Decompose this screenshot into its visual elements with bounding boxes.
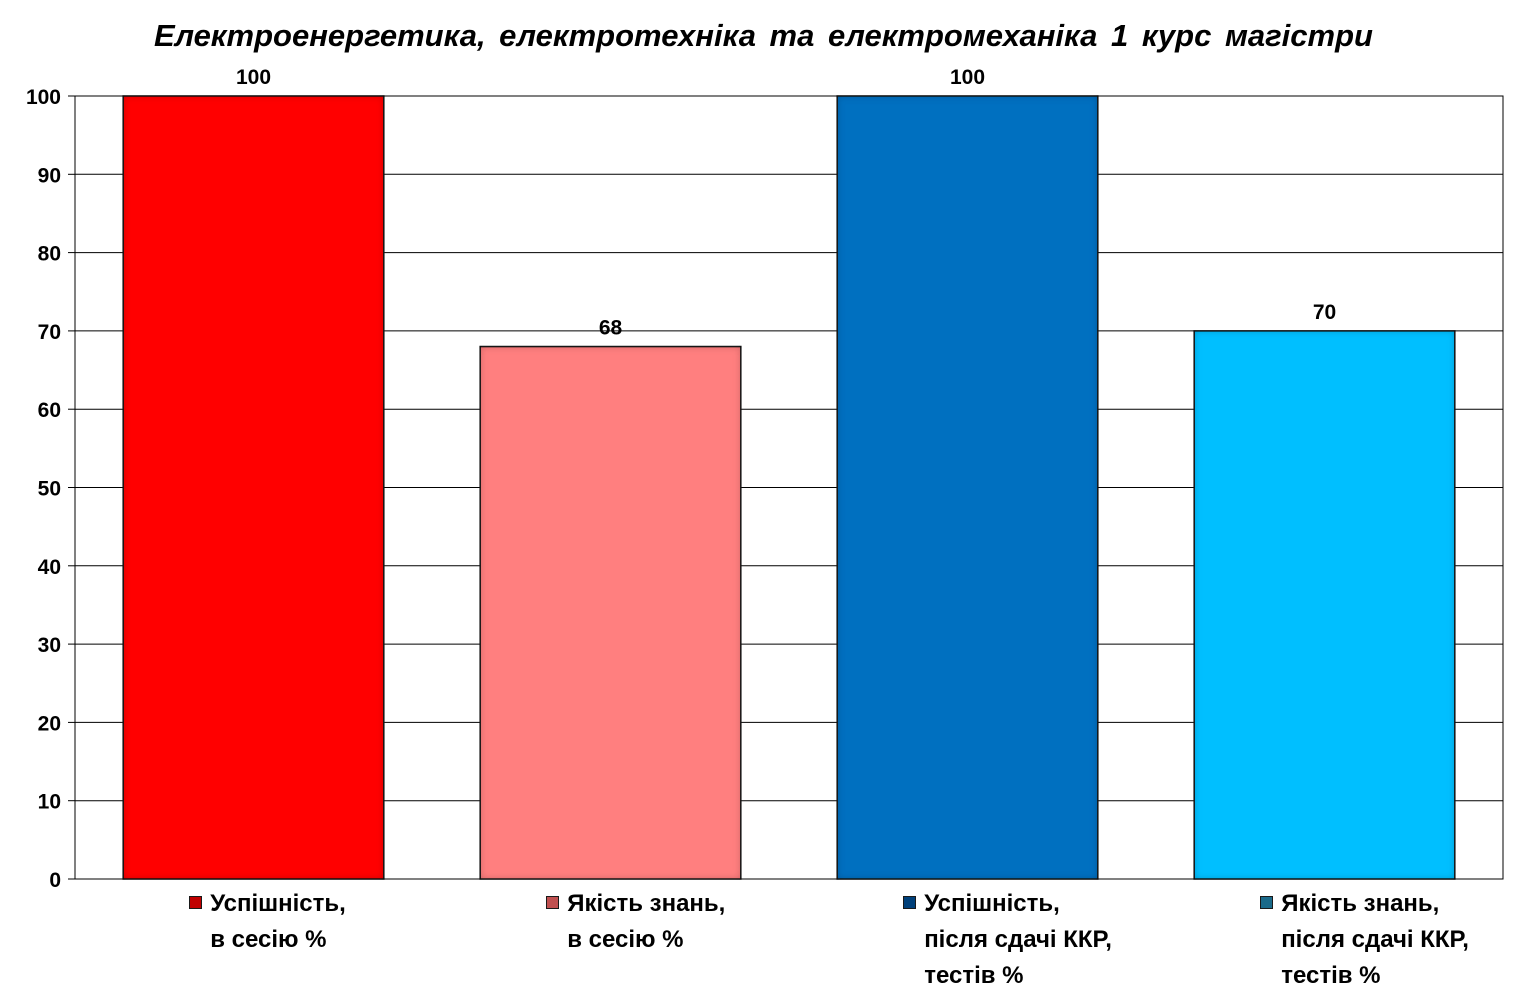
y-tick-label: 40 (38, 556, 61, 579)
legend-swatch (1260, 896, 1274, 909)
y-tick-label: 100 (26, 86, 61, 109)
legend-swatch (903, 896, 917, 909)
bar (1193, 330, 1456, 880)
legend-item: Успішність, після сдачі ККР, тестів % (903, 886, 1112, 994)
legend-label: Якість знань, після сдачі ККР, тестів % (1281, 890, 1469, 989)
y-tick-label: 30 (38, 634, 61, 657)
bar (836, 95, 1099, 880)
y-tick-label: 50 (38, 478, 61, 501)
data-label: 68 (599, 317, 623, 340)
bar (479, 345, 742, 880)
legend-label: Успішність, після сдачі ККР, тестів % (924, 890, 1112, 989)
legend-item: Успішність, в сесію % (189, 886, 346, 958)
value-labels: 100 68 100 70 (236, 66, 1336, 340)
y-tick-label: 0 (49, 869, 61, 892)
legend-swatch (546, 896, 560, 909)
legend-item: Якість знань, в сесію % (546, 886, 725, 958)
chart-title: Електроенергетика, електротехніка та еле… (154, 18, 1373, 53)
data-label: 100 (236, 66, 271, 89)
y-tick-label: 70 (38, 321, 61, 344)
legend-swatch (189, 896, 203, 909)
y-tick-label: 80 (38, 243, 61, 266)
y-axis: 0 10 20 30 40 50 60 70 80 90 100 (26, 86, 75, 892)
bar (122, 95, 385, 880)
data-label: 100 (950, 66, 985, 89)
y-tick-label: 90 (38, 164, 61, 187)
data-label: 70 (1313, 301, 1336, 324)
y-tick-label: 60 (38, 399, 61, 422)
legend-label: Якість знань, в сесію % (567, 890, 726, 953)
legend-label: Успішність, в сесію % (210, 890, 346, 953)
bars (122, 95, 1456, 880)
legend-item: Якість знань, після сдачі ККР, тестів % (1260, 886, 1469, 994)
y-tick-label: 10 (38, 791, 61, 814)
y-tick-label: 20 (38, 712, 61, 735)
